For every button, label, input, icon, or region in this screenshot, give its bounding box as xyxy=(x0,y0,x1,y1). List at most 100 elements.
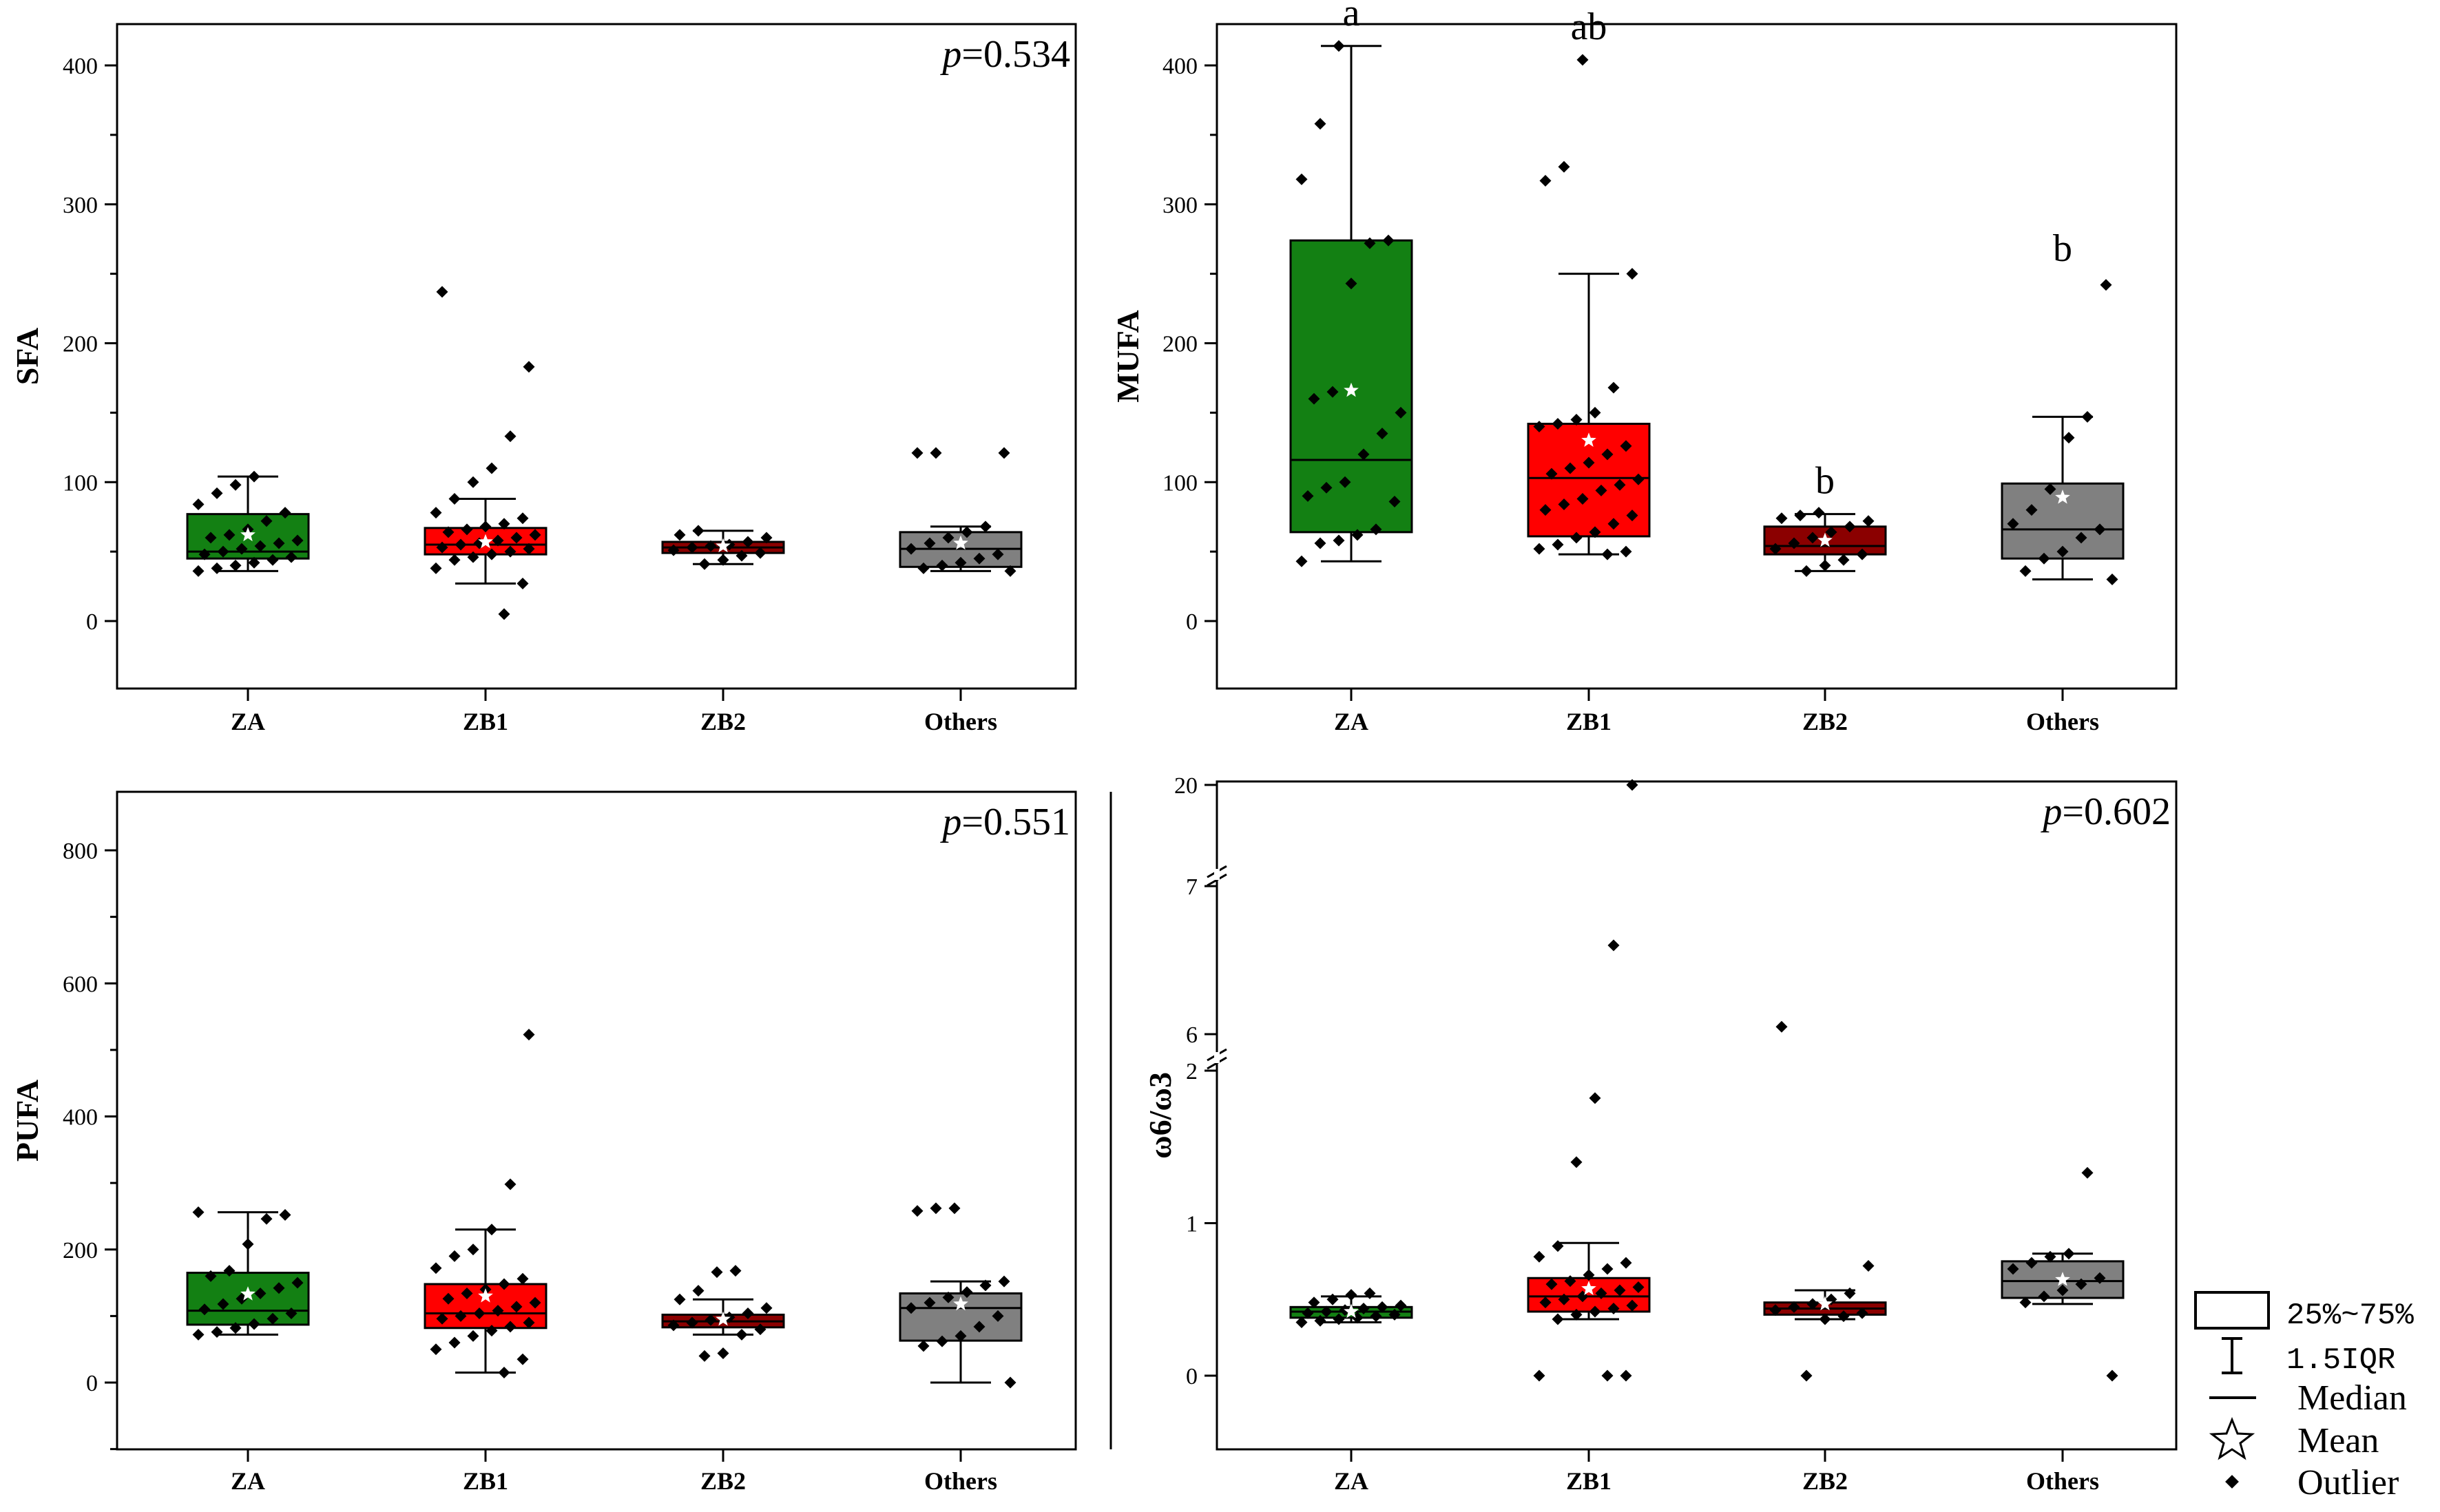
data-point xyxy=(742,1308,754,1319)
data-point xyxy=(2056,545,2069,558)
y-tick-label: 800 xyxy=(63,839,98,864)
data-point xyxy=(504,1321,517,1333)
y-tick-label: 0 xyxy=(86,1371,98,1396)
data-point xyxy=(236,543,248,555)
data-point xyxy=(2019,565,2032,577)
data-point xyxy=(430,507,442,519)
data-point xyxy=(1388,496,1401,507)
mean-star-icon xyxy=(1817,532,1833,547)
y-tick-label: 100 xyxy=(1162,470,1198,496)
data-point xyxy=(523,543,535,555)
data-point xyxy=(1813,507,1825,519)
data-point xyxy=(1819,559,1831,571)
data-point xyxy=(1769,1304,1782,1316)
box-zb1 xyxy=(424,286,548,620)
data-point xyxy=(911,447,924,459)
data-point xyxy=(1376,428,1388,440)
data-point xyxy=(192,1206,205,1219)
data-point xyxy=(1589,1092,1601,1104)
legend: 25%~75% 1.5IQR Median Mean Outlier xyxy=(2194,1291,2414,1502)
data-point xyxy=(917,1340,930,1352)
p-value-label: p=0.602 xyxy=(2040,790,2171,833)
data-point xyxy=(1862,515,1875,527)
data-point xyxy=(1326,1293,1339,1305)
data-point xyxy=(1626,510,1638,522)
data-point xyxy=(754,1323,767,1336)
data-point xyxy=(1806,532,1819,544)
box-zb2 xyxy=(661,525,785,570)
mean-star-icon xyxy=(953,1296,968,1311)
data-point xyxy=(1583,1269,1595,1281)
data-point xyxy=(1601,1263,1614,1275)
mean-star-icon xyxy=(1581,432,1596,447)
data-point xyxy=(1364,1287,1376,1299)
data-point xyxy=(1595,1287,1607,1299)
data-point xyxy=(498,608,510,620)
category-label-zb1: ZB1 xyxy=(1566,1467,1612,1495)
data-point xyxy=(1533,1369,1545,1382)
plot-frame xyxy=(116,790,1077,1451)
data-point xyxy=(1308,392,1320,405)
data-point xyxy=(1320,1305,1333,1318)
y-tick-label: 20 xyxy=(1174,773,1198,799)
data-point xyxy=(448,1336,461,1349)
data-point xyxy=(711,1266,723,1279)
mean-star-icon xyxy=(716,1311,731,1326)
y-tick-label: 400 xyxy=(63,1105,98,1131)
category-label-zb2: ZB2 xyxy=(1802,1467,1848,1495)
y-tick-label: 200 xyxy=(1162,332,1198,357)
data-point xyxy=(486,1325,498,1337)
data-point xyxy=(1314,1314,1326,1327)
data-point xyxy=(705,1314,717,1326)
plot-frame xyxy=(1216,23,2178,690)
category-label-others: Others xyxy=(924,1467,997,1495)
data-point xyxy=(1533,543,1545,555)
data-point xyxy=(998,447,1010,459)
data-point xyxy=(1620,1257,1632,1269)
data-point xyxy=(248,556,260,569)
significance-letter: ab xyxy=(1571,6,1607,48)
data-point xyxy=(1564,462,1576,474)
mean-star-icon xyxy=(1344,382,1359,397)
pufa-panel: 0 200 400 600 800 ZA ZB1 ZB2 Others PUFA p=0.551 xyxy=(10,790,1077,1495)
data-point xyxy=(1800,565,1813,577)
data-point xyxy=(517,578,529,590)
data-point xyxy=(736,1328,748,1341)
mean-star-icon xyxy=(240,527,256,542)
data-point xyxy=(1607,939,1620,952)
y-tick-label: 200 xyxy=(63,332,98,357)
mean-star-icon xyxy=(240,1286,256,1301)
plot-frame xyxy=(116,23,1077,690)
category-label-zb2: ZB2 xyxy=(700,1467,746,1495)
data-point xyxy=(260,1212,273,1225)
p-value-label: p=0.551 xyxy=(939,801,1070,843)
data-point xyxy=(192,498,205,511)
data-point xyxy=(686,1316,698,1329)
data-point xyxy=(455,538,467,551)
y-tick-label: 600 xyxy=(63,972,98,997)
data-point xyxy=(1775,1020,1788,1033)
data-point xyxy=(510,532,523,544)
data-point xyxy=(1388,1308,1401,1321)
data-point xyxy=(1620,1369,1632,1382)
data-point xyxy=(254,540,267,552)
y-tick-label: 400 xyxy=(1162,54,1198,79)
data-point xyxy=(1601,448,1614,461)
data-point xyxy=(1856,548,1868,560)
y-tick-label: 300 xyxy=(63,193,98,218)
data-point xyxy=(674,1293,686,1305)
data-point xyxy=(223,529,236,541)
y-tick-label: 200 xyxy=(63,1238,98,1263)
data-point xyxy=(192,565,205,577)
data-point xyxy=(430,562,442,574)
data-point xyxy=(1395,1299,1407,1312)
category-label-zb2: ZB2 xyxy=(700,708,746,735)
data-point xyxy=(1302,490,1314,502)
data-point xyxy=(936,559,948,571)
data-point xyxy=(692,525,705,537)
category-label-others: Others xyxy=(924,708,997,735)
legend-box-label: 25%~75% xyxy=(2286,1299,2414,1333)
data-point xyxy=(529,1296,541,1309)
data-point xyxy=(717,554,729,566)
data-point xyxy=(467,476,479,488)
